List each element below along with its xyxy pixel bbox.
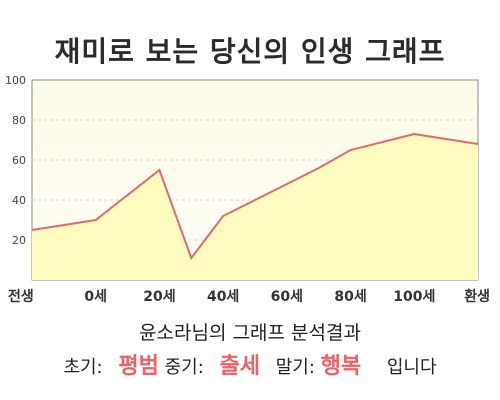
y-tick-label: 100	[5, 74, 26, 87]
x-tick-label: 40세	[207, 289, 239, 305]
y-tick-labels: 20 40 60 80 100	[5, 74, 26, 247]
x-tick-label: 80세	[334, 289, 366, 305]
series-line	[31, 132, 479, 261]
x-tick-labels: 전생 0세 20세 40세 60세 80세 100세 환생	[8, 288, 490, 305]
area-fill	[32, 134, 478, 280]
mid-value: 출세	[219, 354, 260, 379]
x-tick-label: 전생	[8, 288, 34, 305]
x-tick-label: 환생	[464, 288, 490, 305]
ending-text: 입니다	[386, 357, 437, 378]
early-label: 초기:	[63, 357, 103, 378]
x-tick-label: 0세	[84, 289, 107, 305]
x-tick-label: 60세	[271, 289, 303, 305]
late-label: 말기:	[275, 357, 315, 378]
analysis-result: 초기: 평범 중기: 출세 말기: 행복 입니다	[0, 348, 500, 380]
y-tick-label: 20	[12, 234, 26, 247]
y-tick-label: 60	[12, 154, 26, 167]
x-tick-label: 20세	[143, 289, 175, 305]
y-tick-label: 40	[12, 194, 26, 207]
mid-label: 중기:	[164, 357, 204, 378]
y-tick-label: 80	[12, 114, 26, 127]
page-title: 재미로 보는 당신의 인생 그래프	[54, 35, 446, 68]
late-value: 행복	[320, 354, 362, 379]
x-tick-label: 100세	[393, 289, 435, 305]
analysis-heading: 윤소라님의 그래프 분석결과	[139, 322, 361, 344]
early-value: 평범	[118, 354, 159, 379]
